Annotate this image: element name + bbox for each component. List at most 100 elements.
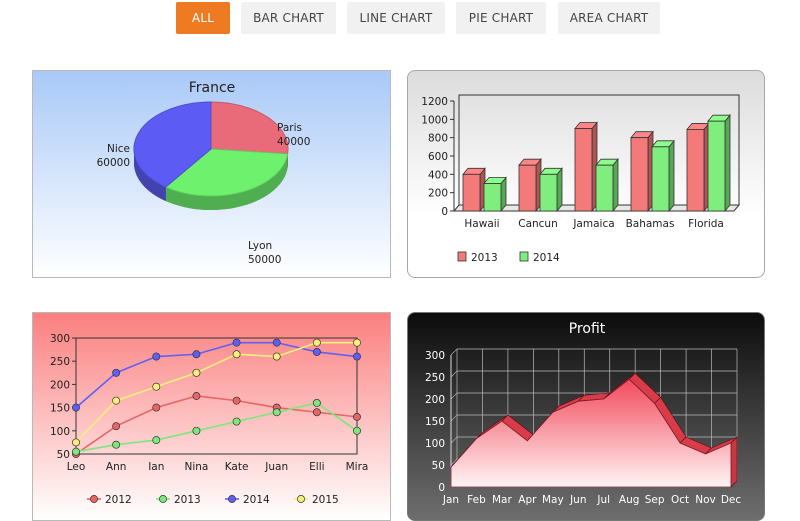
y-tick-label: 300: [50, 333, 70, 345]
legend-label: 2012: [105, 494, 132, 506]
x-tick-label: Mira: [346, 461, 369, 473]
pie-slice: [164, 148, 289, 197]
x-tick-label: Sep: [645, 494, 665, 506]
x-tick-label: Jul: [596, 494, 610, 506]
data-point: [72, 403, 80, 412]
x-tick-label: Oct: [671, 494, 689, 506]
data-point: [72, 438, 80, 447]
pie-chart-panel: France Paris 40000 Lyon 50000 Nice 60000: [32, 70, 391, 278]
bar: [539, 173, 558, 212]
chart-title: Profit: [569, 321, 606, 337]
data-point: [353, 426, 361, 435]
tab-line-chart[interactable]: LINE CHART: [347, 2, 445, 34]
data-point: [112, 440, 121, 449]
y-tick-label: 250: [50, 356, 70, 368]
x-tick-label: Jun: [569, 494, 586, 506]
bar-2013: [574, 121, 598, 213]
pie-value: 40000: [277, 136, 310, 148]
data-point: [232, 350, 241, 359]
area-chart: Profit 0 50 100 150 200 250 300 Jan Feb Mar Apr May J…: [425, 321, 741, 506]
legend-swatch: [519, 251, 529, 262]
x-tick-label: Nina: [184, 461, 208, 473]
data-point: [312, 399, 321, 407]
data-point: [232, 396, 241, 405]
pie-value: 60000: [97, 157, 130, 169]
tab-pie-chart[interactable]: PIE CHART: [456, 2, 546, 34]
bar: [595, 164, 614, 212]
bar-2014: [707, 114, 731, 213]
tab-all[interactable]: ALL: [176, 2, 230, 34]
bar-side: [668, 139, 675, 213]
y-tick-label: 250: [425, 372, 445, 384]
gridline-depth: [450, 436, 458, 444]
pie-slice-rim: [165, 153, 288, 210]
x-tick-label: Apr: [518, 494, 537, 506]
bar-2013: [686, 122, 710, 213]
y-tick-label: 0: [441, 206, 448, 218]
data-point: [112, 368, 121, 377]
pie-slice-rim: [134, 149, 166, 202]
bar-2014: [595, 158, 619, 213]
bar: [574, 128, 593, 212]
series-line-2013: [75, 402, 358, 453]
data-point: [353, 338, 361, 347]
data-point: [72, 447, 80, 456]
x-tick-label: Nov: [695, 494, 716, 506]
bar-side: [612, 158, 619, 213]
bar: [651, 146, 670, 212]
pie-chart: France Paris 40000 Lyon 50000 Nice 60000: [97, 80, 311, 266]
data-point: [272, 352, 281, 361]
data-point: [152, 403, 161, 412]
pie-label: Lyon: [248, 240, 272, 252]
data-point: [272, 338, 281, 347]
line-chart: 50 100 150 200 250 300 Leo Ann Ian Nina Kate Juan El…: [50, 333, 369, 506]
y-tick-label: 1200: [421, 96, 448, 108]
bar-2014: [539, 167, 563, 213]
x-tick-label: Jamaica: [572, 218, 614, 230]
bar-2014: [651, 139, 675, 213]
y-tick-label: 100: [50, 426, 70, 438]
data-point: [353, 352, 361, 361]
bar-chart: 0 200 400 600 800 1000 1200 Hawaii Cancun Jamaica…: [421, 94, 741, 264]
data-point: [152, 352, 161, 361]
y-tick-label: 200: [50, 379, 70, 391]
tab-area-chart[interactable]: AREA CHART: [558, 2, 660, 34]
plot-area: [75, 337, 358, 455]
x-tick-label: Ian: [148, 461, 164, 473]
area-side: [730, 436, 738, 488]
legend-label: 2015: [312, 494, 339, 506]
legend-swatch: [457, 251, 467, 262]
x-tick-label: Hawaii: [464, 218, 499, 230]
bar-2013: [630, 130, 654, 213]
gridline-depth: [450, 348, 458, 356]
legend-marker: [90, 495, 98, 503]
area-fill: [450, 378, 732, 488]
data-point: [152, 436, 161, 445]
x-tick-label: Florida: [688, 218, 724, 230]
bar: [483, 183, 502, 212]
area-chart-panel: Profit 0 50 100 150 200 250 300 Jan Feb Mar Apr May J…: [407, 312, 765, 521]
plot-wall: [458, 94, 740, 205]
y-tick-label: 200: [425, 394, 445, 406]
data-point: [312, 338, 321, 347]
series-line-2012: [75, 395, 358, 455]
bar-side: [556, 167, 563, 213]
bar: [686, 129, 705, 212]
tab-bar-chart[interactable]: BAR CHART: [241, 2, 336, 34]
gridline-depth: [450, 392, 458, 400]
legend-marker: [297, 495, 305, 503]
data-point: [192, 350, 201, 359]
data-point: [232, 417, 241, 426]
series-line-2015: [75, 341, 357, 443]
bar: [462, 173, 481, 212]
bar-2013: [462, 167, 486, 213]
x-tick-label: Cancun: [518, 218, 558, 230]
y-tick-label: 150: [50, 403, 70, 415]
x-tick-label: Feb: [467, 494, 486, 506]
legend-label: 2014: [533, 252, 560, 264]
line-chart-panel: 50 100 150 200 250 300 Leo Ann Ian Nina Kate Juan El…: [32, 312, 391, 521]
data-point: [192, 368, 201, 377]
x-tick-label: Aug: [619, 494, 640, 506]
pie-slice: [133, 101, 212, 188]
data-point: [232, 338, 241, 347]
